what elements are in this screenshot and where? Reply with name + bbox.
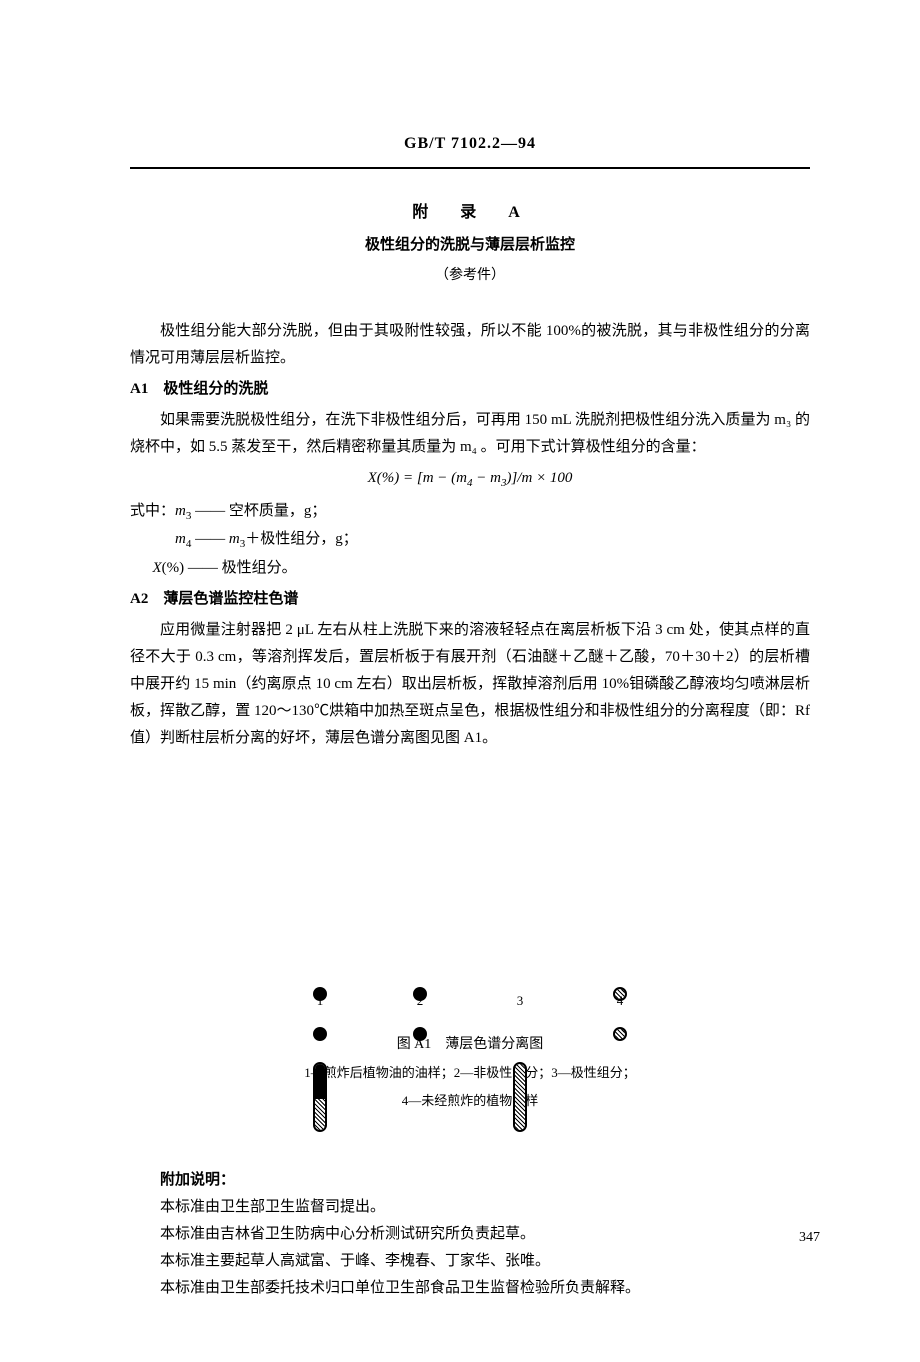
supplementary-line-3: 本标准主要起草人高斌富、于峰、李槐春、丁家华、张唯。 bbox=[130, 1248, 810, 1275]
supplementary-title: 附加说明： bbox=[130, 1167, 810, 1194]
standard-code: GB/T 7102.2—94 bbox=[404, 135, 536, 152]
definition-m4: m4 —— m3＋极性组分，g； bbox=[175, 526, 810, 555]
definition-intro: 式中：m3 —— 空杯质量，g； bbox=[130, 498, 810, 527]
page-container: GB/T 7102.2—94 附 录 A 极性组分的洗脱与薄层层析监控 （参考件… bbox=[0, 0, 920, 1362]
spot-icon bbox=[313, 1027, 327, 1041]
section-a2-body: 应用微量注射器把 2 μL 左右从柱上洗脱下来的溶液轻轻点在离层析板下沿 3 c… bbox=[130, 617, 810, 752]
spot-icon bbox=[413, 1027, 427, 1041]
streak-icon bbox=[313, 1062, 327, 1132]
figure-a1: 1 2 3 4 图 A1 薄层色谱分离图 1—煎炸后植物油的油样；2—非极性组分… bbox=[130, 787, 810, 1112]
definition-x: X(%) —— 极性组分。 bbox=[153, 555, 811, 582]
tlc-diagram: 1 2 3 4 bbox=[300, 787, 640, 987]
appendix-reference: （参考件） bbox=[130, 263, 810, 288]
page-number: 347 bbox=[799, 1225, 820, 1250]
lane-label: 2 bbox=[417, 989, 424, 1012]
supplementary-line-2: 本标准由吉林省卫生防病中心分析测试研究所负责起草。 bbox=[130, 1221, 810, 1248]
section-a1-body: 如果需要洗脱极性组分，在洗下非极性组分后，可再用 150 mL 洗脱剂把极性组分… bbox=[130, 407, 810, 461]
formula: X(%) = [m − (m4 − m3)]/m × 100 bbox=[130, 465, 810, 494]
lane-label: 1 bbox=[317, 989, 324, 1012]
intro-paragraph: 极性组分能大部分洗脱，但由于其吸附性较强，所以不能 100%的被洗脱，其与非极性… bbox=[130, 318, 810, 372]
section-a1-heading: A1 极性组分的洗脱 bbox=[130, 376, 810, 403]
document-header: GB/T 7102.2—94 bbox=[130, 130, 810, 169]
figure-legend-1: 1—煎炸后植物油的油样；2—非极性组分；3—极性组分； bbox=[130, 1061, 810, 1084]
figure-legend-2: 4—未经煎炸的植物油样 bbox=[130, 1089, 810, 1112]
spot-icon bbox=[613, 1027, 627, 1041]
appendix-subtitle: 极性组分的洗脱与薄层层析监控 bbox=[130, 232, 810, 259]
supplementary-line-4: 本标准由卫生部委托技术归口单位卫生部食品卫生监督检验所负责解释。 bbox=[130, 1275, 810, 1302]
appendix-title: 附 录 A bbox=[130, 199, 810, 228]
section-a2-heading: A2 薄层色谱监控柱色谱 bbox=[130, 586, 810, 613]
lane-label: 3 bbox=[517, 989, 524, 1012]
streak-icon bbox=[513, 1062, 527, 1132]
lane-label: 4 bbox=[617, 989, 624, 1012]
supplementary-line-1: 本标准由卫生部卫生监督司提出。 bbox=[130, 1194, 810, 1221]
supplementary-section: 附加说明： 本标准由卫生部卫生监督司提出。 本标准由吉林省卫生防病中心分析测试研… bbox=[130, 1167, 810, 1302]
figure-caption: 图 A1 薄层色谱分离图 bbox=[130, 1032, 810, 1057]
